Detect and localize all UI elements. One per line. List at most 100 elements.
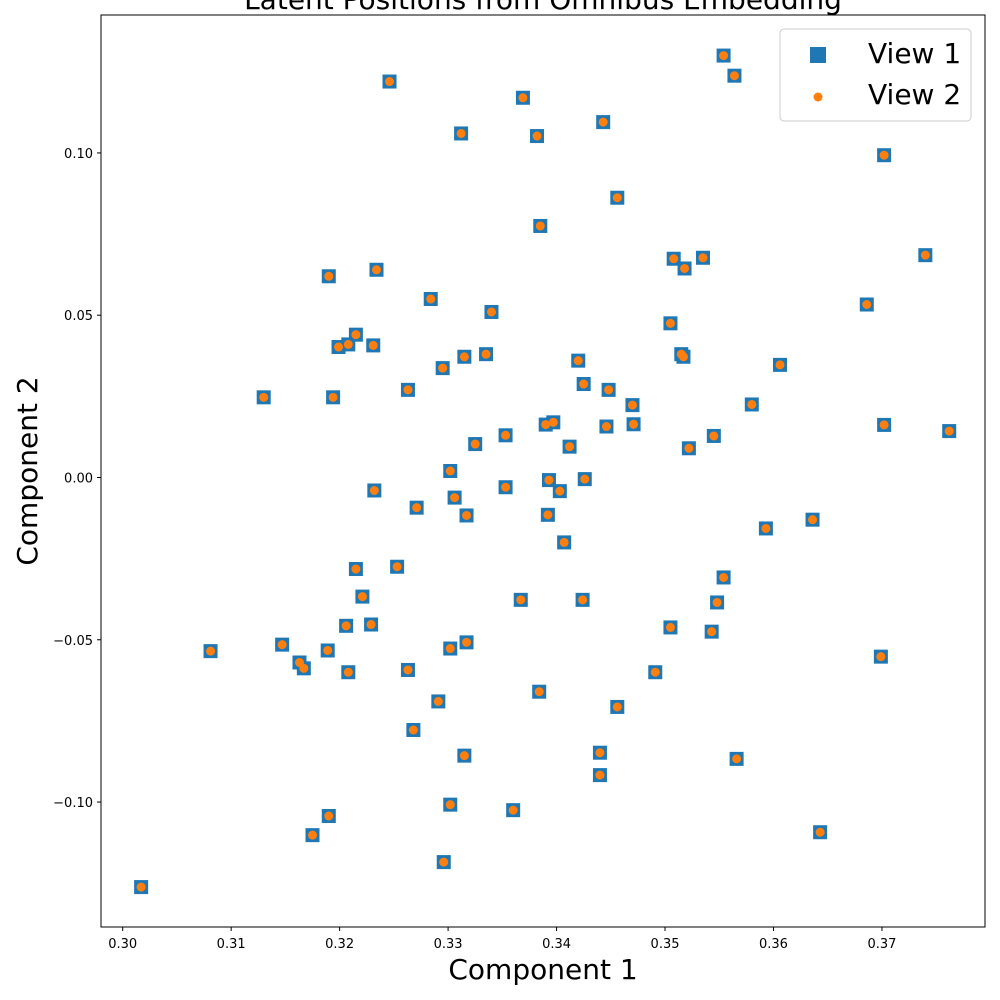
view-2-point	[459, 352, 469, 362]
view-2-point	[366, 620, 376, 630]
view-2-point	[544, 475, 554, 485]
legend-marker-view-1	[810, 47, 826, 63]
view-2-point	[876, 652, 886, 662]
x-tick-label: 0.35	[651, 937, 680, 952]
view-2-point	[136, 882, 146, 892]
view-2-point	[351, 564, 361, 574]
view-2-point	[341, 621, 351, 631]
view-2-point	[559, 537, 569, 547]
y-tick-label: −0.10	[53, 796, 93, 811]
view-2-point	[612, 193, 622, 203]
legend-label-view-1: View 1	[868, 37, 961, 70]
x-tick-label: 0.30	[108, 937, 137, 952]
view-2-point	[456, 128, 466, 138]
view-2-point	[612, 702, 622, 712]
view-2-point	[669, 254, 679, 264]
view-2-point	[403, 385, 413, 395]
view-2-point	[595, 748, 605, 758]
view-2-point	[548, 417, 558, 427]
view-2-point	[543, 510, 553, 520]
view-2-point	[459, 751, 469, 761]
view-2-point	[719, 51, 729, 61]
view-2-point	[328, 392, 338, 402]
view-2-point	[462, 510, 472, 520]
view-2-point	[595, 770, 605, 780]
y-axis-ticks: 0.10 0.05 0.00 −0.05 −0.10	[53, 147, 101, 811]
view-2-point	[815, 827, 825, 837]
view-2-point	[334, 342, 344, 352]
chart-title: Latent Positions from Omnibus Embedding	[244, 0, 842, 16]
view-2-point	[920, 250, 930, 260]
view-2-point	[501, 482, 511, 492]
view-2-point	[324, 811, 334, 821]
view-2-point	[627, 400, 637, 410]
view-2-point	[445, 466, 455, 476]
y-tick-label: 0.10	[64, 147, 93, 162]
view-2-point	[684, 443, 694, 453]
view-2-point	[747, 399, 757, 409]
x-tick-label: 0.37	[867, 937, 896, 952]
view-2-point	[555, 486, 565, 496]
x-axis-ticks: 0.30 0.31 0.32 0.33 0.34 0.35 0.36 0.37	[108, 927, 896, 952]
view-2-point	[481, 349, 491, 359]
view-2-point	[343, 667, 353, 677]
y-axis-label: Component 2	[11, 376, 44, 565]
view-2-point	[351, 330, 361, 340]
view-2-point	[565, 442, 575, 452]
x-tick-label: 0.33	[434, 937, 463, 952]
view-2-point	[879, 150, 889, 160]
view-2-point	[698, 253, 708, 263]
view-2-point	[665, 622, 675, 632]
view-2-point	[426, 294, 436, 304]
view-2-point	[408, 725, 418, 735]
view-2-point	[761, 523, 771, 533]
view-2-point	[357, 592, 367, 602]
view-2-point	[501, 430, 511, 440]
view-2-point	[368, 340, 378, 350]
view-2-point	[516, 595, 526, 605]
view-2-point	[719, 572, 729, 582]
view-2-point	[412, 503, 422, 513]
view-2-point	[665, 318, 675, 328]
view-2-point	[403, 665, 413, 675]
view-2-point	[578, 595, 588, 605]
view-2-point	[518, 93, 528, 103]
x-tick-label: 0.31	[217, 937, 246, 952]
legend: View 1 View 2	[779, 28, 972, 122]
view-2-point	[707, 627, 717, 637]
x-tick-label: 0.34	[542, 937, 571, 952]
view-2-point	[534, 687, 544, 697]
y-tick-label: 0.00	[64, 471, 93, 486]
view-2-point	[775, 360, 785, 370]
view-2-point	[604, 385, 614, 395]
view-2-point	[678, 352, 688, 362]
view-2-point	[439, 857, 449, 867]
view-2-point	[462, 637, 472, 647]
view-2-point	[680, 263, 690, 273]
view-2-point	[601, 422, 611, 432]
x-tick-label: 0.32	[325, 937, 354, 952]
view-2-point	[433, 696, 443, 706]
view-2-point	[579, 379, 589, 389]
view-2-point	[385, 77, 395, 87]
view-2-point	[650, 667, 660, 677]
view-2-point	[259, 392, 269, 402]
view-2-point	[445, 644, 455, 654]
view-2-point	[732, 754, 742, 764]
legend-marker-view-2	[813, 92, 823, 102]
view-2-point	[450, 493, 460, 503]
view-2-point	[709, 431, 719, 441]
view-2-point	[535, 221, 545, 231]
view-2-point	[598, 117, 608, 127]
view-2-point	[808, 515, 818, 525]
view-2-point	[308, 830, 318, 840]
view-2-point	[541, 420, 551, 430]
view-2-point	[343, 339, 353, 349]
y-tick-label: 0.05	[64, 309, 93, 324]
view-2-point	[324, 271, 334, 281]
view-2-point	[277, 640, 287, 650]
view-2-point	[879, 420, 889, 430]
view-2-point	[532, 131, 542, 141]
view-2-point	[372, 265, 382, 275]
view-2-point	[323, 645, 333, 655]
